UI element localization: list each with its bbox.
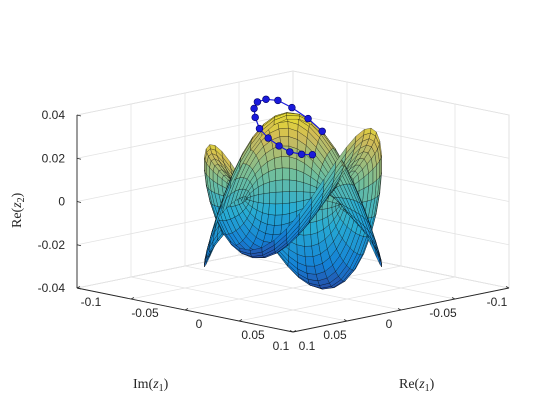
marker-point-8 — [255, 124, 264, 133]
x-axis-label: Re(z1) — [399, 377, 435, 394]
marker-point-6 — [250, 104, 258, 113]
z-tick-label-4: 0.04 — [42, 108, 66, 122]
z-tick-mark-2 — [76, 201, 82, 203]
marker-point-10 — [275, 142, 283, 150]
surface-patch-1143 — [286, 115, 300, 120]
x-tick-mark-2 — [184, 308, 189, 311]
surface-patch-885 — [303, 191, 311, 201]
surface-patch-1079 — [278, 127, 289, 137]
marker-point-12 — [297, 150, 306, 159]
x-tick-label-2: 0 — [196, 317, 203, 331]
surface-patch-856 — [272, 224, 282, 235]
grid-wall-yz-4 — [76, 70, 294, 116]
surface-patch-122 — [304, 245, 314, 257]
y-tick-mark-4 — [289, 330, 294, 333]
y-tick-mark-0 — [505, 286, 510, 289]
z-tick-mark-0 — [76, 287, 82, 290]
x-tick-mark-3 — [238, 319, 243, 322]
marker-point-13 — [308, 151, 317, 159]
surface-patch-1102 — [323, 161, 336, 187]
grid-floor-y-2 — [184, 265, 402, 311]
surface-patch-155 — [303, 234, 312, 247]
grid-floor-y-3 — [130, 276, 348, 322]
y-tick-label-3: 0.05 — [323, 328, 347, 342]
surface-patch-990 — [281, 156, 290, 169]
surface-patch-876 — [282, 202, 290, 216]
surface-patch-808 — [262, 203, 270, 215]
x-tick-label-1: -0.05 — [131, 306, 159, 320]
z-tick-label-3: 0.02 — [42, 151, 66, 165]
surface-patch-897 — [296, 191, 304, 203]
tick-labels: -0.1 -0.05 0 0.05 0.1 -0.1 -0.05 0 0.05 0.1 -0.04 -… — [38, 108, 510, 353]
surface-patch-919 — [296, 180, 304, 192]
surface-patch-824 — [267, 214, 276, 226]
surface-patch-397 — [327, 200, 333, 209]
y-tick-mark-1 — [451, 297, 456, 300]
parula-surface — [204, 112, 382, 290]
surface-patch-831 — [265, 224, 275, 236]
marker-point-0 — [318, 127, 326, 136]
z-tick-mark-4 — [76, 114, 82, 117]
surface-patch-954 — [282, 167, 290, 181]
surface-patch-912 — [275, 179, 283, 193]
surface-patch-895 — [282, 191, 290, 204]
y-tick-mark-3 — [343, 319, 348, 322]
surface-patch-835 — [268, 203, 276, 216]
x-tick-label-3: 0.05 — [241, 328, 265, 342]
marker-point-11 — [286, 148, 294, 156]
z-tick-mark-3 — [76, 157, 82, 160]
y-axis-label: Im(z1) — [133, 377, 169, 394]
y-tick-label-1: -0.05 — [429, 306, 457, 320]
marker-point-4 — [262, 95, 270, 104]
x-tick-label-0: -0.1 — [81, 295, 102, 309]
grid-wall-xz-3 — [292, 113, 510, 159]
z-tick-label-1: -0.02 — [38, 238, 66, 252]
surface-patch-921 — [282, 179, 290, 192]
x-tick-label-4: 0.1 — [299, 339, 316, 353]
z-tick-label-0: -0.04 — [38, 281, 66, 295]
surface-patch-222 — [310, 221, 318, 235]
surface-patch-859 — [275, 203, 283, 216]
y-tick-label-0: -0.1 — [487, 295, 508, 309]
surface-patch-926 — [289, 179, 297, 192]
surface-patch-791 — [258, 193, 265, 204]
z-tick-label-2: 0 — [58, 195, 65, 209]
surface-patch-878 — [275, 191, 283, 205]
marker-point-3 — [274, 96, 282, 105]
marker-point-5 — [253, 98, 262, 106]
y-tick-mark-2 — [397, 308, 402, 311]
y-tick-label-4: 0.1 — [273, 339, 290, 353]
grid-wall-xz-4 — [292, 70, 510, 116]
x-tick-mark-1 — [130, 297, 135, 300]
surface-patch-904 — [289, 191, 297, 204]
surface-patch-943 — [275, 167, 283, 181]
z-tick-mark-1 — [76, 244, 82, 247]
marker-point-7 — [251, 113, 259, 122]
surface-patch-884 — [269, 180, 277, 193]
y-tick-label-2: 0 — [386, 317, 393, 331]
x-tick-mark-4 — [292, 330, 297, 333]
surface-patch-822 — [263, 192, 270, 204]
surface-patch-977 — [274, 156, 283, 170]
surface-patch-957 — [289, 167, 297, 181]
marker-point-1 — [304, 114, 312, 123]
surface-patch-850 — [269, 192, 277, 205]
surface-patch-849 — [274, 214, 283, 226]
marker-point-9 — [264, 134, 272, 142]
z-axis-label: Re(z2) — [10, 192, 27, 228]
marker-point-2 — [288, 103, 296, 112]
blue-marker-series — [250, 95, 326, 159]
